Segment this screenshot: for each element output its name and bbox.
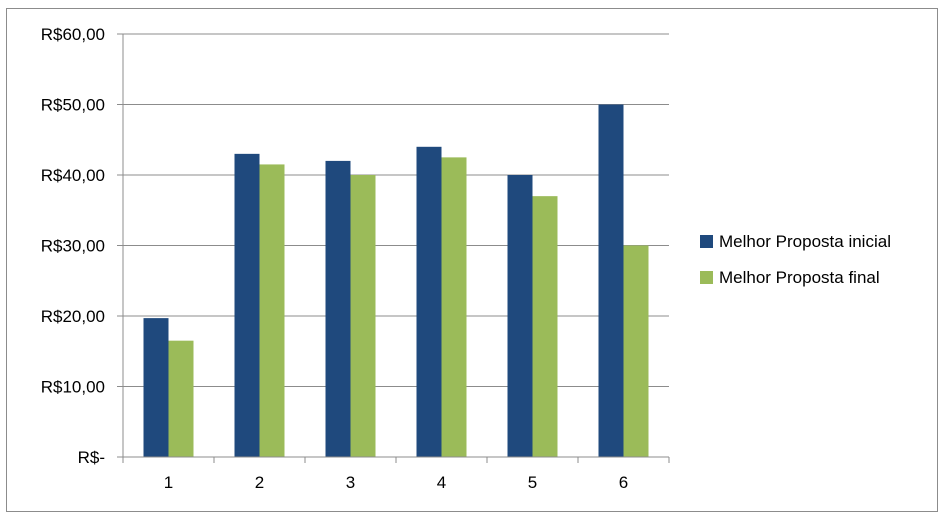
y-tick-label: R$40,00 xyxy=(41,166,105,185)
legend-label: Melhor Proposta inicial xyxy=(719,232,891,251)
chart-frame: R$- R$10,00 R$20,00 R$30,00 R$40,00 R$50,00 R$… xyxy=(6,8,938,512)
y-axis-tick-labels: R$- R$10,00 R$20,00 R$30,00 R$40,00 R$50,00 R$… xyxy=(41,25,105,467)
bar-final-3 xyxy=(350,175,376,457)
bar-inicial-1 xyxy=(143,318,169,457)
legend-swatch xyxy=(700,235,713,248)
bar-final-1 xyxy=(168,340,194,457)
legend: Melhor Proposta inicial Melhor Proposta f… xyxy=(700,232,891,287)
bar-inicial-4 xyxy=(416,146,442,458)
axes xyxy=(117,33,670,463)
bar-inicial-6 xyxy=(598,104,624,457)
x-tick-label: 4 xyxy=(437,473,446,492)
bar-final-2 xyxy=(259,164,285,458)
gridlines xyxy=(123,33,669,387)
bar-inicial-5 xyxy=(507,175,533,457)
bar-final-6 xyxy=(623,245,649,457)
bar-inicial-2 xyxy=(234,153,260,457)
y-tick-label: R$50,00 xyxy=(41,96,105,115)
y-tick-label: R$60,00 xyxy=(41,25,105,44)
x-tick-label: 2 xyxy=(255,473,264,492)
bar-inicial-3 xyxy=(325,160,351,457)
y-tick-label: R$- xyxy=(78,448,105,467)
bar-chart: R$- R$10,00 R$20,00 R$30,00 R$40,00 R$50,00 R$… xyxy=(41,25,891,492)
bars xyxy=(143,104,649,458)
x-tick-label: 3 xyxy=(346,473,355,492)
bar-final-5 xyxy=(532,196,558,457)
y-tick-label: R$20,00 xyxy=(41,307,105,326)
x-tick-label: 5 xyxy=(528,473,537,492)
y-tick-label: R$30,00 xyxy=(41,237,105,256)
x-axis-tick-labels: 1 2 3 4 5 6 xyxy=(164,473,628,492)
legend-swatch xyxy=(700,271,713,284)
x-tick-label: 1 xyxy=(164,473,173,492)
y-tick-label: R$10,00 xyxy=(41,378,105,397)
x-tick-label: 6 xyxy=(619,473,628,492)
bar-final-4 xyxy=(441,157,467,457)
legend-label: Melhor Proposta final xyxy=(719,268,880,287)
